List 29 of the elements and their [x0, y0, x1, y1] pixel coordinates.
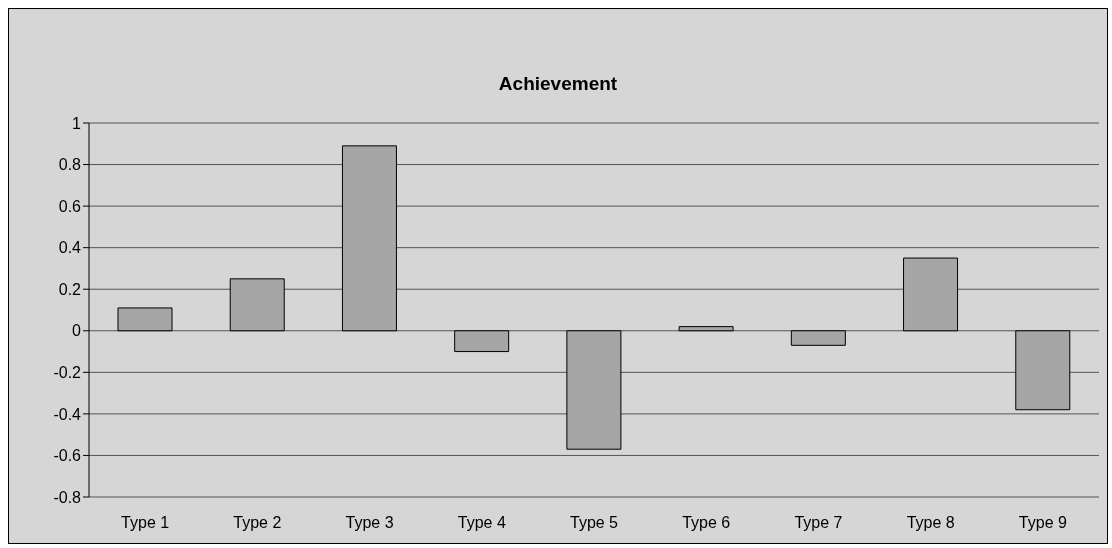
y-tick-label: -0.6 [53, 447, 82, 465]
x-tick-label: Type 9 [1018, 514, 1068, 532]
y-tick-label: 1 [72, 114, 82, 132]
bar [903, 257, 959, 332]
y-tick-label: 0.4 [58, 239, 82, 257]
bar [117, 307, 173, 332]
bar [341, 145, 397, 332]
x-tick-label: Type 2 [233, 514, 282, 532]
x-tick-label: Type 8 [906, 514, 955, 532]
y-tick-label: -0.8 [53, 488, 82, 506]
y-tick-label: -0.4 [53, 405, 82, 423]
bar [790, 330, 846, 346]
bar [678, 326, 734, 332]
x-tick-label: Type 3 [345, 514, 394, 532]
y-tick-label: 0 [72, 322, 82, 340]
x-tick-label: Type 4 [457, 514, 506, 532]
bar [566, 330, 622, 450]
y-tick-label: -0.2 [53, 364, 82, 382]
y-tick-label: 0.2 [58, 280, 82, 298]
x-tick-label: Type 5 [569, 514, 619, 532]
bar [229, 278, 285, 332]
bar [454, 330, 510, 353]
x-tick-label: Type 1 [121, 514, 170, 532]
x-tick-label: Type 6 [682, 514, 731, 532]
x-tick-label: Type 7 [794, 514, 843, 532]
y-tick-label: 0.8 [58, 156, 82, 174]
y-tick-label: 0.6 [58, 197, 82, 215]
bar [1015, 330, 1071, 411]
chart-title: Achievement [497, 73, 619, 95]
